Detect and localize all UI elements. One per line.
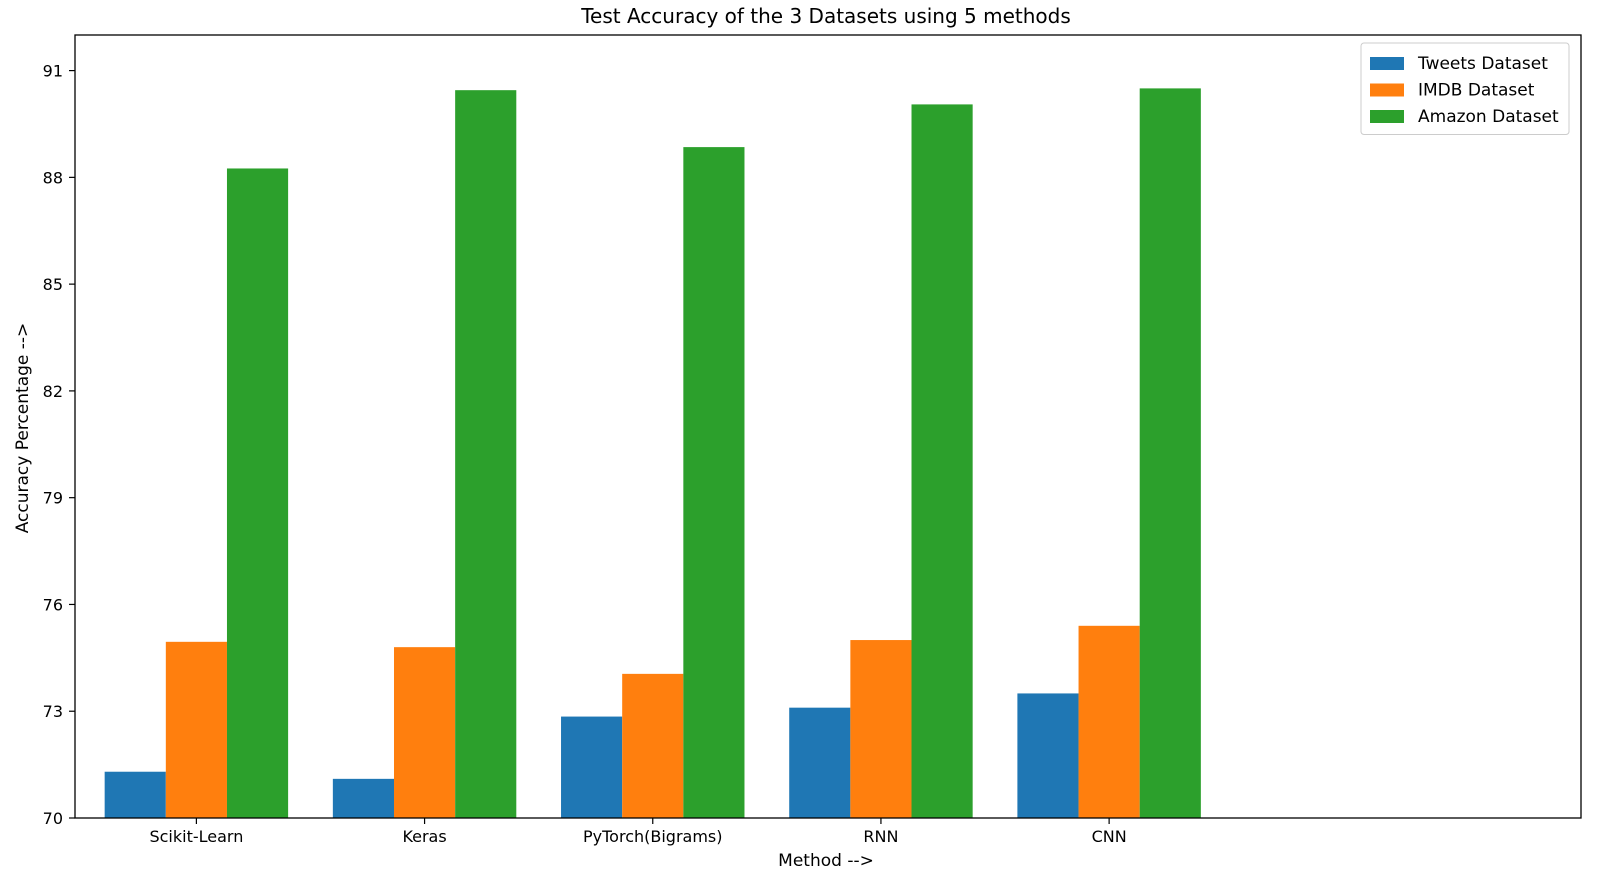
chart-title: Test Accuracy of the 3 Datasets using 5 …	[580, 4, 1071, 28]
x-tick-label: CNN	[1092, 827, 1127, 846]
y-tick-label: 73	[43, 702, 63, 721]
legend-swatch	[1370, 83, 1404, 97]
bar-keras-amazon-dataset	[455, 90, 517, 819]
bar-pytorch-bigrams--amazon-dataset	[683, 147, 745, 819]
y-tick-label: 76	[43, 595, 63, 614]
bar-pytorch-bigrams--imdb-dataset	[622, 673, 684, 818]
bar-cnn-imdb-dataset	[1078, 625, 1140, 818]
legend: Tweets Dataset IMDB Dataset Amazon Dataset	[1360, 42, 1570, 135]
x-tick-label: Keras	[402, 827, 446, 846]
bar-scikit-learn-amazon-dataset	[226, 168, 289, 819]
x-axis-label: Method -->	[778, 851, 874, 871]
x-tick-label: Scikit-Learn	[149, 827, 243, 846]
plot-frame	[74, 34, 1582, 819]
x-axis-ticks: Scikit-Learn Keras PyTorch(Bigrams) RNN CNN	[149, 818, 1127, 846]
legend-box	[1360, 42, 1570, 135]
bar-pytorch-bigrams--tweets-dataset	[561, 716, 623, 818]
legend-label: Amazon Dataset	[1418, 107, 1559, 127]
legend-label: Tweets Dataset	[1417, 54, 1548, 74]
y-tick-label: 70	[43, 809, 63, 828]
y-tick-label: 82	[43, 382, 63, 401]
x-tick-label: PyTorch(Bigrams)	[583, 827, 723, 846]
legend-swatch	[1370, 110, 1404, 123]
bar-cnn-amazon-dataset	[1139, 88, 1201, 818]
y-tick-label: 85	[43, 275, 63, 294]
y-tick-label: 79	[43, 489, 63, 508]
legend-label: IMDB Dataset	[1418, 81, 1535, 101]
bar-scikit-learn-tweets-dataset	[104, 771, 166, 818]
bar-keras-imdb-dataset	[394, 647, 456, 818]
bar-rnn-amazon-dataset	[911, 104, 973, 818]
bar-scikit-learn-imdb-dataset	[165, 641, 227, 818]
legend-swatch	[1370, 57, 1404, 70]
bar-keras-tweets-dataset	[332, 778, 394, 818]
bar-rnn-tweets-dataset	[789, 707, 851, 818]
bar-rnn-imdb-dataset	[850, 640, 912, 818]
y-axis-label: Accuracy Percentage -->	[13, 323, 33, 534]
y-tick-label: 91	[43, 62, 63, 81]
y-axis-ticks: 70 73 76 79 82 85 88 91	[43, 62, 75, 828]
bars-group	[104, 88, 1201, 819]
x-tick-label: RNN	[863, 827, 898, 846]
y-tick-label: 88	[43, 168, 63, 187]
bar-cnn-tweets-dataset	[1017, 693, 1079, 818]
